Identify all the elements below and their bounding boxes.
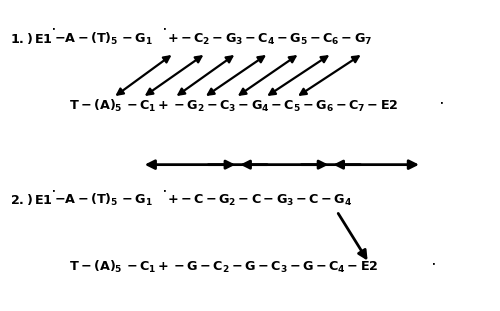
Text: $\mathbf{+-C_2-G_3-C_4-G_5-C_6-G_7}$: $\mathbf{+-C_2-G_3-C_4-G_5-C_6-G_7}$ — [166, 32, 372, 47]
Text: $\mathbf{2.)\,E1}$: $\mathbf{2.)\,E1}$ — [10, 192, 52, 207]
Text: $\mathbf{-A-(T)_5\,-G_1}$: $\mathbf{-A-(T)_5\,-G_1}$ — [54, 31, 153, 47]
Text: $\mathbf{\bullet}$: $\mathbf{\bullet}$ — [51, 22, 56, 33]
Text: $\mathbf{\bullet}$: $\mathbf{\bullet}$ — [432, 257, 436, 267]
Text: $\mathbf{T-(A)_5\,-C_1+-G-C_2-G-C_3-G-C_4-E2}$: $\mathbf{T-(A)_5\,-C_1+-G-C_2-G-C_3-G-C_… — [68, 259, 378, 276]
Text: $\mathbf{\bullet}$: $\mathbf{\bullet}$ — [51, 184, 56, 194]
Text: $\mathbf{1.)\,E1}$: $\mathbf{1.)\,E1}$ — [10, 31, 52, 46]
Text: $\mathbf{\bullet}$: $\mathbf{\bullet}$ — [439, 96, 444, 106]
Text: $\mathbf{T-(A)_5\,-C_1+-G_2-C_3-G_4-C_5-G_6-C_7-E2}$: $\mathbf{T-(A)_5\,-C_1+-G_2-C_3-G_4-C_5-… — [68, 98, 398, 114]
Text: $\mathbf{\bullet}$: $\mathbf{\bullet}$ — [162, 22, 166, 33]
Text: $\mathbf{\bullet}$: $\mathbf{\bullet}$ — [162, 184, 166, 194]
Text: $\mathbf{+-C-G_2-C-G_3-C-G_4}$: $\mathbf{+-C-G_2-C-G_3-C-G_4}$ — [166, 193, 352, 208]
Text: $\mathbf{-A-(T)_5\,-G_1}$: $\mathbf{-A-(T)_5\,-G_1}$ — [54, 192, 153, 208]
